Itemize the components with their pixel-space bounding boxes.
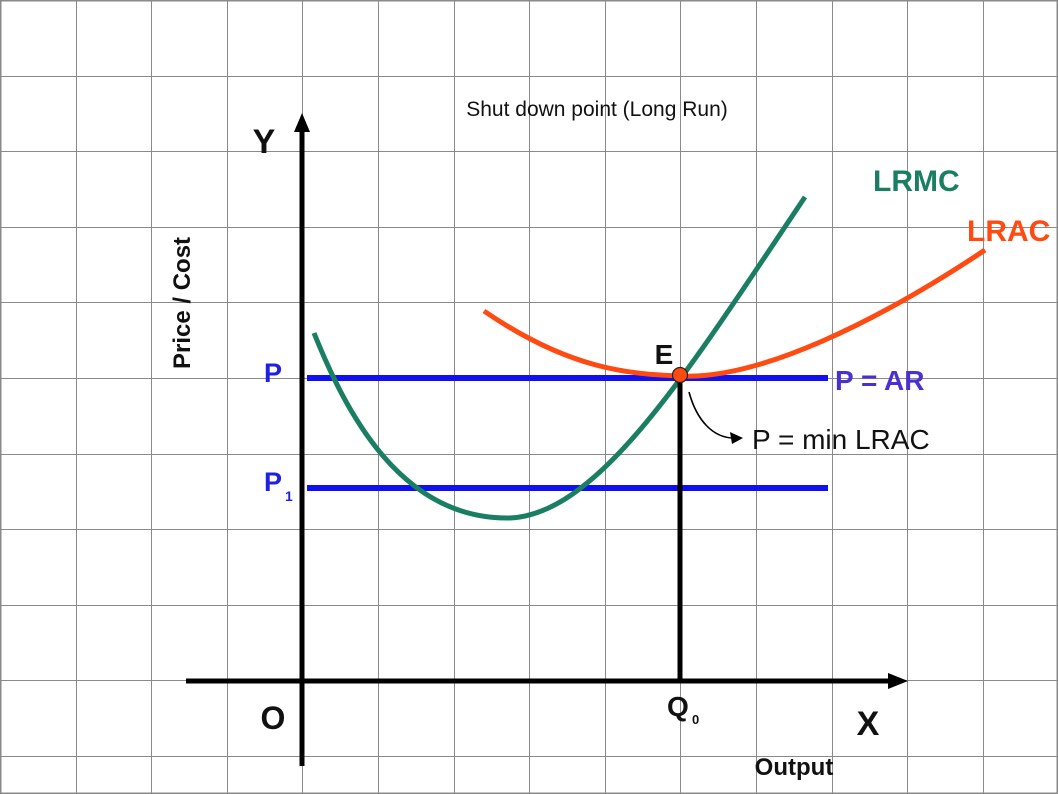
equilibrium-point-label: E xyxy=(655,339,674,370)
output-q0-subscript: 0 xyxy=(692,712,699,727)
price-p1-label: P xyxy=(264,467,282,497)
lrmc-label: LRMC xyxy=(873,165,960,198)
y-axis-arrowhead xyxy=(294,113,310,132)
output-q0-label: Q xyxy=(667,691,689,722)
lrac-curve xyxy=(482,247,987,379)
origin-label: O xyxy=(261,700,286,736)
annotation-arrowhead xyxy=(730,432,743,444)
y-axis-letter: Y xyxy=(253,123,276,161)
price-p1-subscript: 1 xyxy=(285,488,293,504)
lrmc-curve xyxy=(311,195,808,521)
x-axis-arrowhead xyxy=(888,673,908,689)
annotation-text: P = min LRAC xyxy=(752,424,930,455)
equilibrium-point xyxy=(671,366,689,384)
x-axis-title: Output xyxy=(755,754,834,781)
price-ar-tag: P = AR xyxy=(835,365,924,396)
x-axis-letter: X xyxy=(857,705,880,743)
price-p-label: P xyxy=(264,358,282,388)
y-axis-title: Price / Cost xyxy=(169,237,196,369)
diagram-title: Shut down point (Long Run) xyxy=(466,98,728,121)
lrac-label: LRAC xyxy=(967,215,1050,248)
